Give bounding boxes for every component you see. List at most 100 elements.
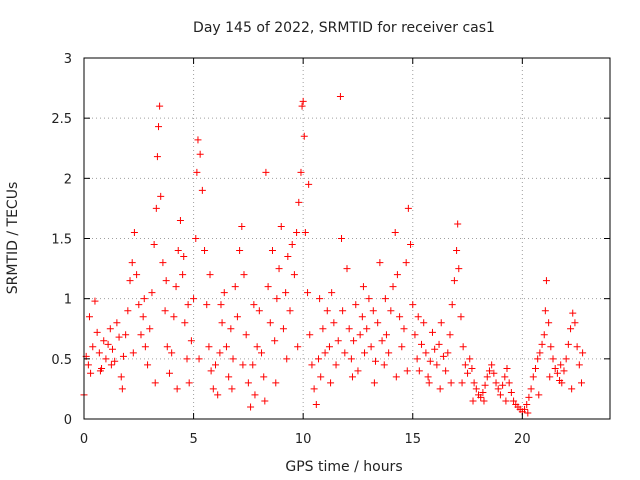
- data-point: [306, 331, 314, 339]
- data-point: [382, 331, 390, 339]
- data-point: [222, 343, 230, 351]
- data-point: [107, 361, 115, 369]
- data-point: [119, 352, 127, 360]
- data-point: [535, 391, 543, 399]
- data-point: [141, 343, 149, 351]
- data-point: [328, 289, 336, 297]
- data-point: [106, 325, 114, 333]
- data-point: [414, 313, 422, 321]
- data-point: [571, 319, 579, 327]
- data-point: [212, 361, 219, 369]
- data-point: [524, 409, 532, 417]
- data-point: [403, 367, 411, 375]
- data-point: [325, 343, 333, 351]
- data-point: [446, 331, 454, 339]
- data-point: [422, 349, 430, 357]
- data-point: [567, 325, 575, 333]
- data-point: [525, 393, 533, 401]
- data-point: [354, 367, 362, 375]
- data-point: [231, 283, 239, 291]
- data-point: [233, 313, 241, 321]
- data-point: [111, 357, 119, 365]
- data-point: [253, 343, 261, 351]
- data-point: [369, 307, 377, 315]
- data-point: [352, 301, 360, 309]
- data-point: [181, 319, 189, 327]
- data-point: [96, 367, 104, 375]
- data-point: [163, 343, 171, 351]
- data-point: [135, 301, 143, 309]
- data-point: [579, 349, 587, 357]
- data-point: [207, 367, 215, 375]
- data-point: [431, 345, 439, 353]
- data-point: [165, 369, 173, 377]
- data-point: [455, 265, 463, 273]
- data-point: [380, 361, 388, 369]
- data-point: [319, 325, 327, 333]
- data-point: [251, 391, 259, 399]
- data-point: [454, 220, 462, 228]
- data-point: [310, 385, 318, 393]
- y-tick-label: 1: [64, 293, 72, 308]
- data-point: [531, 364, 539, 372]
- data-point: [370, 379, 378, 387]
- data-point: [273, 295, 281, 303]
- data-point: [255, 307, 263, 315]
- data-point: [304, 289, 312, 297]
- data-point: [407, 241, 415, 249]
- data-point: [176, 216, 184, 224]
- data-point: [330, 319, 338, 327]
- data-point: [242, 331, 250, 339]
- data-point: [268, 247, 276, 255]
- data-point: [464, 369, 472, 377]
- ticks: [83, 57, 610, 420]
- data-point: [341, 349, 349, 357]
- data-point: [258, 349, 266, 357]
- data-point: [557, 361, 565, 369]
- data-point: [317, 373, 325, 381]
- data-point: [262, 168, 270, 176]
- data-point: [305, 180, 313, 188]
- data-point: [433, 361, 441, 369]
- data-point: [155, 123, 163, 131]
- data-point: [161, 307, 169, 315]
- data-point: [499, 381, 507, 389]
- data-point: [247, 403, 255, 411]
- data-point: [562, 355, 570, 363]
- data-point: [126, 277, 134, 285]
- data-point: [146, 325, 154, 333]
- data-point: [459, 343, 467, 351]
- data-point: [279, 325, 287, 333]
- data-point: [402, 259, 410, 267]
- data-point: [376, 259, 384, 267]
- data-point: [507, 389, 515, 397]
- data-point: [298, 102, 306, 110]
- data-point: [283, 355, 291, 363]
- data-point: [201, 247, 209, 255]
- data-point: [527, 385, 535, 393]
- data-point: [393, 271, 401, 279]
- data-point: [444, 349, 452, 357]
- data-point: [472, 385, 480, 393]
- data-point: [194, 136, 202, 144]
- data-point: [130, 228, 138, 236]
- data-point: [122, 331, 130, 339]
- x-tick-label: 10: [295, 432, 312, 447]
- data-point: [510, 397, 518, 405]
- data-point: [140, 295, 148, 303]
- data-point: [447, 379, 455, 387]
- data-point: [139, 313, 147, 321]
- data-point: [170, 313, 178, 321]
- data-point: [115, 333, 123, 341]
- data-point: [288, 241, 296, 249]
- data-point: [343, 265, 351, 273]
- data-point: [153, 153, 161, 161]
- x-tick-label: 15: [404, 432, 421, 447]
- data-point: [321, 349, 329, 357]
- data-point: [225, 373, 233, 381]
- data-point: [350, 337, 358, 345]
- data-point: [436, 385, 444, 393]
- data-point: [470, 379, 478, 387]
- data-point: [192, 235, 200, 242]
- data-point: [217, 301, 225, 309]
